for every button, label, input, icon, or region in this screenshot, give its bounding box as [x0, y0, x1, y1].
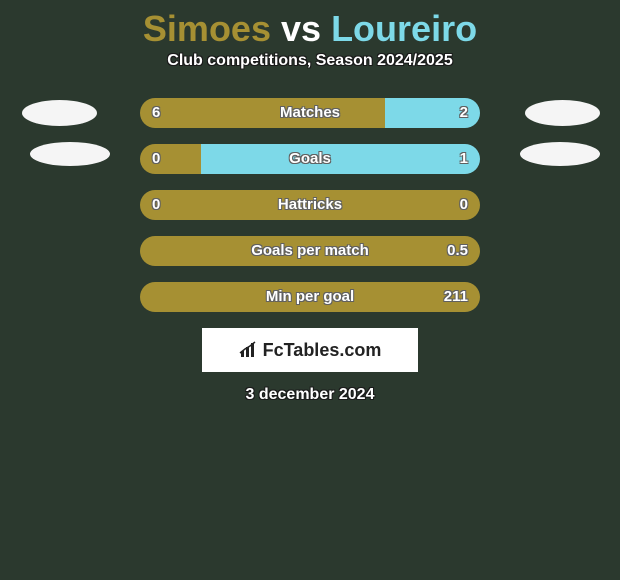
bar-left	[140, 236, 480, 266]
logo-box: FcTables.com	[202, 328, 418, 372]
bar-left	[140, 98, 385, 128]
comparison-row: Hattricks00	[0, 190, 620, 220]
bar-right	[385, 98, 480, 128]
comparison-rows: Matches62 Goals01 Hattricks00 Goals per mat…	[0, 98, 620, 312]
page-title: Simoes vs Loureiro	[0, 0, 620, 52]
bar	[140, 98, 480, 128]
date: 3 december 2024	[0, 386, 620, 404]
comparison-row: Goals per match0.5	[0, 236, 620, 266]
bar-right	[201, 144, 480, 174]
bar-left	[140, 282, 480, 312]
logo: FcTables.com	[239, 340, 382, 361]
comparison-row: Min per goal211	[0, 282, 620, 312]
title-player2: Loureiro	[331, 8, 477, 49]
title-player1: Simoes	[143, 8, 271, 49]
bar	[140, 236, 480, 266]
player2-avatar	[520, 142, 600, 166]
bar-chart-icon	[239, 341, 259, 359]
player2-avatar	[525, 100, 600, 126]
bar	[140, 190, 480, 220]
logo-text: FcTables.com	[263, 340, 382, 361]
comparison-row: Matches62	[0, 98, 620, 128]
bar	[140, 282, 480, 312]
bar-left	[140, 190, 480, 220]
player1-avatar	[30, 142, 110, 166]
bar	[140, 144, 480, 174]
title-vs: vs	[281, 8, 321, 49]
subtitle: Club competitions, Season 2024/2025	[0, 52, 620, 98]
comparison-row: Goals01	[0, 144, 620, 174]
player1-avatar	[22, 100, 97, 126]
bar-left	[140, 144, 201, 174]
